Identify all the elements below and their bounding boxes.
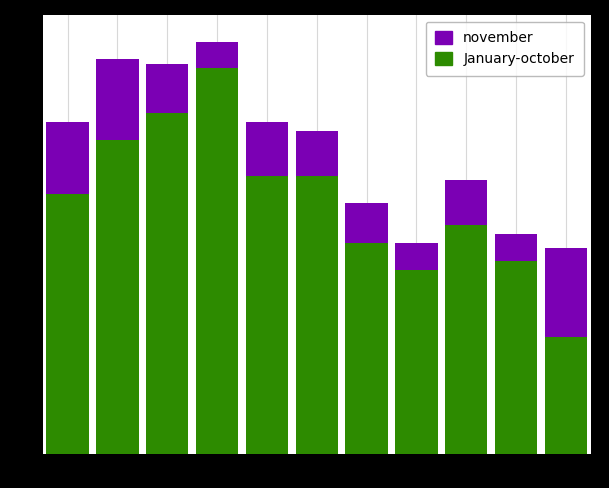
- Bar: [196, 41, 238, 68]
- Bar: [495, 261, 537, 454]
- Bar: [196, 68, 238, 454]
- Bar: [495, 234, 537, 261]
- Bar: [395, 270, 437, 454]
- Bar: [245, 122, 288, 176]
- Bar: [445, 181, 487, 225]
- Bar: [345, 243, 388, 454]
- Bar: [96, 140, 138, 454]
- Bar: [395, 243, 437, 270]
- Bar: [245, 176, 288, 454]
- Bar: [146, 64, 188, 113]
- Bar: [544, 248, 587, 337]
- Bar: [445, 225, 487, 454]
- Bar: [46, 194, 89, 454]
- Bar: [46, 122, 89, 194]
- Bar: [544, 337, 587, 454]
- Bar: [96, 60, 138, 140]
- Bar: [345, 203, 388, 243]
- Bar: [295, 131, 338, 176]
- Legend: november, January-october: november, January-october: [426, 21, 584, 76]
- Bar: [295, 176, 338, 454]
- Bar: [146, 113, 188, 454]
